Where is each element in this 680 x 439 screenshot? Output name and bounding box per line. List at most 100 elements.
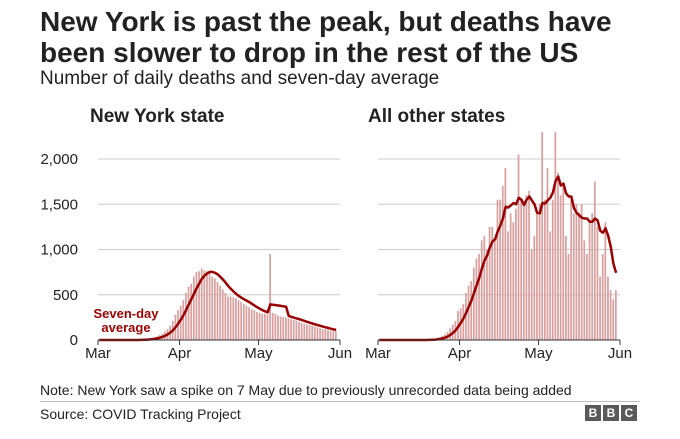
daily-bar — [277, 315, 279, 340]
daily-bar — [179, 305, 182, 340]
daily-bar — [303, 323, 306, 340]
daily-bar — [462, 303, 465, 340]
daily-bar — [266, 314, 269, 340]
daily-bar — [470, 281, 473, 340]
daily-bar — [311, 325, 314, 340]
daily-bar — [213, 278, 216, 340]
daily-bar — [216, 282, 219, 340]
logo-letter: B — [585, 405, 601, 421]
daily-bar — [612, 299, 615, 340]
daily-bar — [334, 330, 337, 340]
panel-other-states: Mar Apr May Jun — [365, 131, 632, 362]
daily-bar — [185, 292, 187, 340]
daily-bar — [586, 254, 588, 340]
daily-bar — [562, 186, 565, 340]
x-tick-label: Jun — [608, 345, 632, 362]
daily-bar — [316, 327, 319, 340]
daily-bar — [538, 204, 541, 340]
daily-bar — [515, 208, 517, 340]
daily-bar — [591, 213, 594, 340]
daily-bar — [208, 273, 211, 340]
daily-bar — [501, 186, 504, 340]
daily-bar — [187, 286, 190, 340]
daily-bar — [292, 320, 295, 340]
daily-bar — [491, 226, 494, 340]
daily-bar — [478, 254, 480, 340]
daily-bar — [253, 310, 256, 340]
daily-bar — [332, 331, 335, 340]
daily-bar — [242, 303, 245, 340]
y-tick-label: 0 — [70, 332, 78, 349]
daily-bar — [313, 326, 316, 340]
daily-bar — [256, 311, 258, 340]
daily-bar — [554, 131, 557, 340]
daily-bar — [525, 195, 528, 340]
daily-bar — [533, 235, 536, 340]
daily-bar — [578, 213, 580, 340]
daily-bar — [263, 313, 266, 340]
daily-bar — [306, 324, 308, 340]
daily-bar — [583, 240, 586, 340]
daily-bar — [570, 199, 573, 340]
x-tick-label: Jun — [328, 345, 352, 362]
daily-bar — [211, 276, 214, 340]
daily-bar — [308, 325, 311, 340]
bbc-logo: B B C — [585, 405, 637, 421]
daily-bar — [588, 222, 591, 340]
daily-bar — [601, 254, 604, 340]
daily-bar — [488, 226, 491, 340]
daily-bar — [229, 296, 232, 340]
daily-bar — [300, 322, 303, 340]
daily-bar — [219, 285, 221, 340]
x-tick-label: Mar — [85, 345, 111, 362]
daily-bar — [496, 199, 499, 340]
daily-bar — [227, 296, 229, 340]
daily-bar — [565, 235, 567, 340]
daily-bar — [475, 258, 478, 340]
daily-bar — [279, 316, 282, 340]
daily-bar — [327, 329, 329, 340]
daily-bar — [203, 270, 206, 340]
daily-bar — [543, 199, 546, 340]
daily-bar — [614, 290, 617, 340]
daily-bar — [559, 195, 562, 340]
daily-bar — [237, 300, 240, 340]
daily-bar — [282, 316, 285, 340]
daily-bar — [483, 235, 486, 340]
daily-bar — [295, 320, 298, 340]
daily-bar — [509, 213, 512, 340]
daily-bar — [551, 199, 554, 340]
daily-bar — [221, 289, 224, 340]
y-tick-label: 1,000 — [40, 242, 78, 259]
daily-bar — [248, 307, 250, 340]
daily-bar — [285, 317, 287, 340]
x-tick-label: May — [524, 345, 553, 362]
daily-bar — [557, 172, 559, 340]
y-tick-label: 500 — [53, 287, 78, 304]
daily-bar — [530, 249, 533, 340]
daily-bar — [609, 290, 612, 340]
chart-subtitle: Number of daily deaths and seven-day ave… — [40, 68, 440, 89]
daily-bar — [290, 319, 293, 340]
panel-title-new-york: New York state — [90, 106, 224, 127]
daily-bar — [536, 213, 538, 340]
daily-bar — [200, 268, 203, 340]
daily-bar — [467, 285, 470, 340]
footnote: Note: New York saw a spike on 7 May due … — [40, 382, 572, 398]
daily-bar — [298, 321, 300, 340]
daily-bar — [528, 190, 530, 340]
daily-bar — [472, 267, 475, 340]
daily-bar — [319, 328, 321, 340]
daily-bar — [567, 254, 570, 340]
logo-letter: B — [603, 405, 619, 421]
daily-bar — [198, 271, 200, 340]
daily-bar — [480, 240, 483, 340]
daily-bar — [504, 168, 507, 340]
daily-bar — [549, 231, 551, 340]
daily-bar — [575, 204, 578, 340]
daily-bar — [250, 309, 253, 340]
daily-bar — [541, 131, 544, 340]
x-tick-label: Mar — [365, 345, 391, 362]
daily-bar — [520, 199, 523, 340]
seven-day-average-annotation: Seven-day average — [93, 306, 159, 335]
